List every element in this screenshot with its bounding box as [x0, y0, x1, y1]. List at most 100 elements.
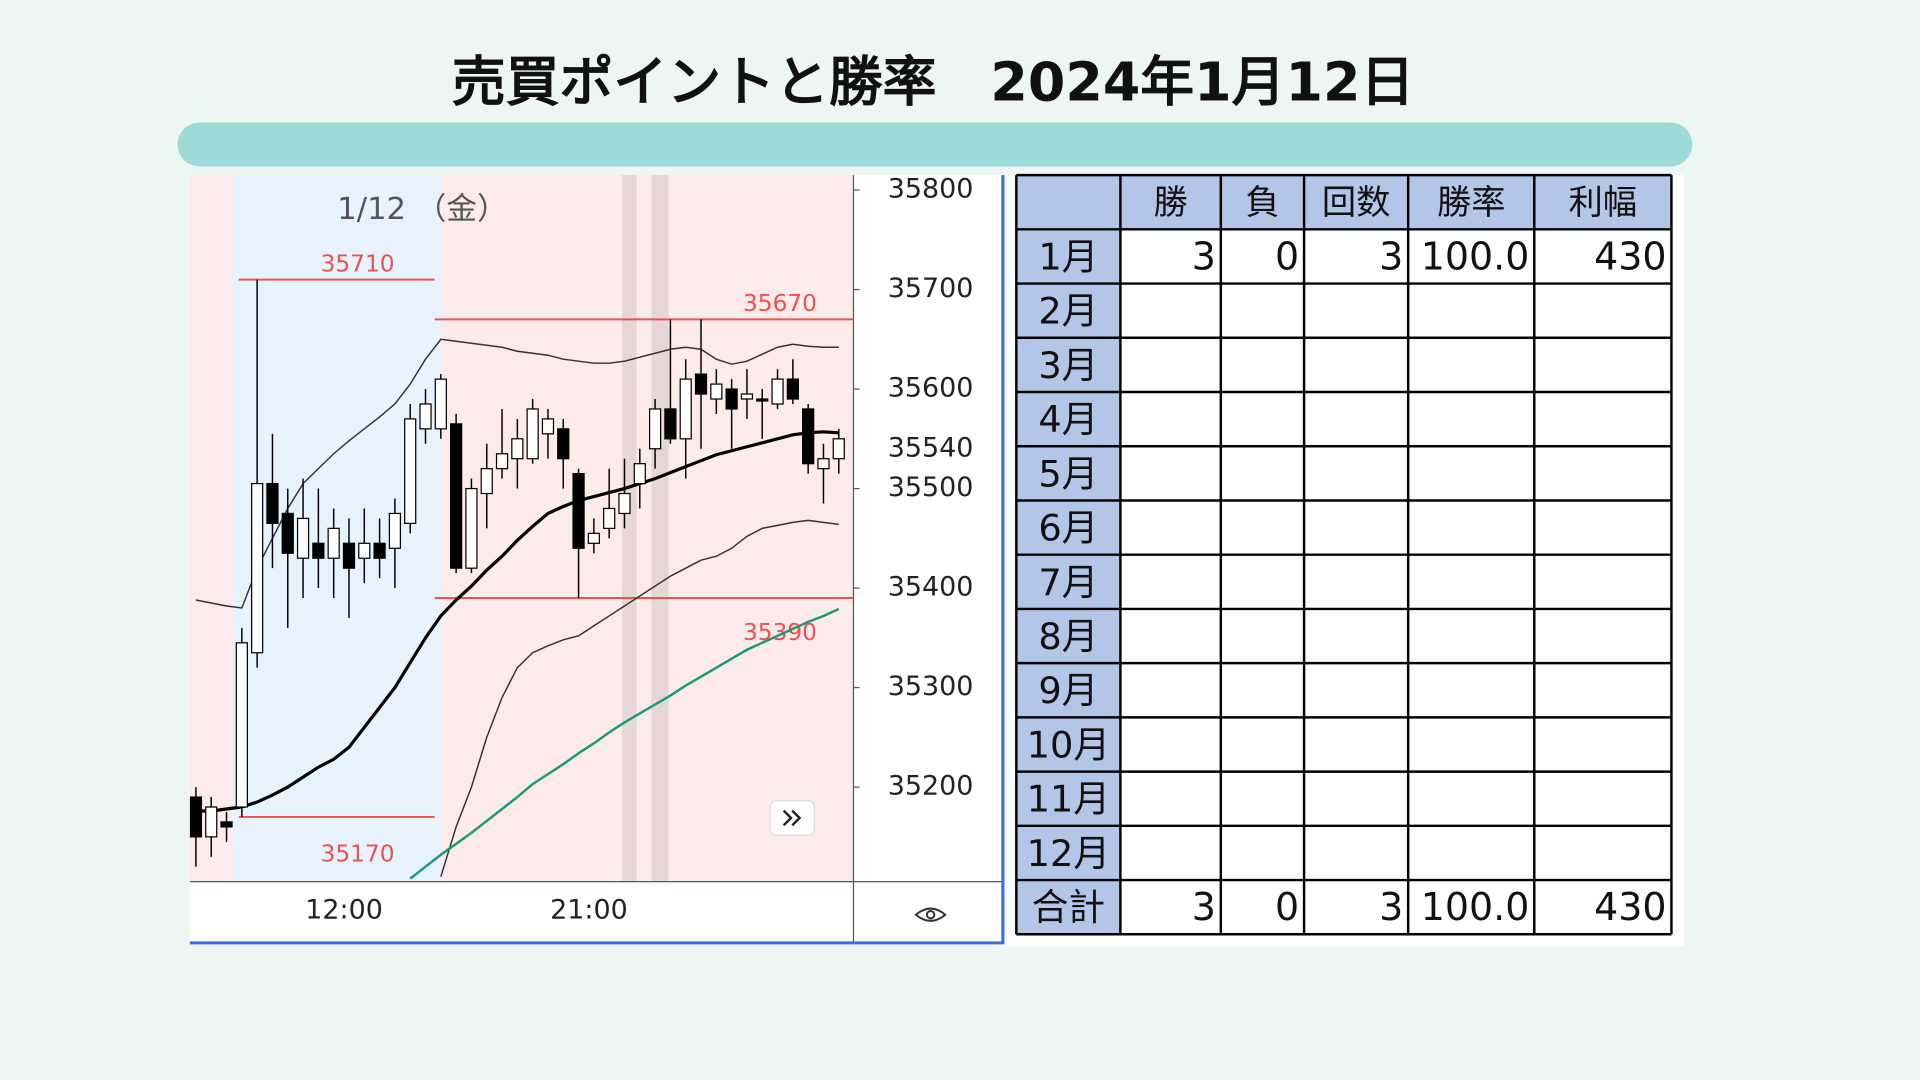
candle-body — [572, 473, 585, 549]
candle-body — [725, 388, 738, 410]
candle-body — [388, 512, 402, 549]
cell-value: 3 — [1379, 885, 1403, 929]
candle-body — [434, 378, 447, 430]
cell-value: 3 — [1192, 234, 1216, 278]
cell-value: 100.0 — [1421, 885, 1530, 929]
candle-body — [296, 517, 310, 559]
level-label: 35670 — [743, 290, 817, 317]
y-tick-label: 35200 — [888, 771, 974, 802]
level-label: 35170 — [321, 840, 395, 867]
candle-body — [557, 428, 570, 460]
title-bar — [177, 122, 1693, 167]
candle-body — [281, 512, 294, 554]
column-header: 負 — [1245, 183, 1279, 223]
candle-body — [342, 542, 356, 569]
candle-body — [587, 532, 600, 544]
results-table: 勝 負 回数 勝率 利幅 1月 3 0 3 100.0 430 2月 3月 4月 5月 6月 7月 8月 9月 10月… — [1006, 173, 1684, 947]
y-tick-label: 35700 — [888, 273, 974, 304]
candle-body — [495, 453, 509, 470]
row-label: 合計 — [1032, 886, 1105, 929]
y-tick-label: 35600 — [888, 373, 974, 404]
candle-body — [664, 408, 677, 440]
y-tick-label: 35500 — [888, 472, 974, 503]
y-tick-label: 35400 — [888, 572, 974, 603]
candle-body — [480, 468, 493, 495]
indicator-line — [195, 430, 839, 813]
candle-body — [832, 438, 845, 460]
slide-title: 売買ポイントと勝率 2024年1月12日 — [452, 50, 1415, 113]
candle-body — [373, 542, 386, 559]
candle-body — [465, 487, 478, 569]
cell-value: 430 — [1594, 234, 1666, 278]
candle-body — [358, 542, 371, 559]
scroll-icon — [782, 809, 802, 827]
last-price-label: 35540 — [888, 432, 974, 463]
candle-body — [312, 542, 325, 559]
candle-body — [786, 378, 799, 400]
candle-body — [511, 438, 524, 460]
candle-body — [740, 393, 754, 400]
row-label: 4月 — [1038, 398, 1098, 441]
x-tick-label: 21:00 — [550, 895, 628, 926]
candle-body — [327, 527, 340, 559]
candle-body — [450, 423, 463, 569]
highlight-band — [651, 175, 669, 882]
row-label: 1月 — [1038, 235, 1098, 278]
cell-value: 430 — [1594, 885, 1666, 929]
candle-body — [802, 408, 815, 465]
cell-value: 3 — [1192, 885, 1216, 929]
candle-body — [526, 408, 539, 460]
date-label: 1/12 （金） — [337, 192, 507, 227]
candle-body — [404, 418, 417, 525]
chart-panel: 1/12 （金） 3571035670353903517035200353003… — [189, 174, 1005, 945]
row-label: 7月 — [1038, 561, 1098, 604]
candle-body — [266, 482, 279, 525]
column-header: 勝 — [1153, 183, 1187, 223]
candle-body — [694, 373, 708, 395]
row-label: 3月 — [1038, 344, 1098, 387]
row-label: 10月 — [1027, 723, 1110, 766]
level-label: 35710 — [321, 250, 395, 277]
cell-value: 100.0 — [1421, 234, 1530, 278]
candle-body — [541, 418, 555, 435]
candle-body — [618, 492, 631, 515]
candle-body — [205, 806, 218, 838]
candle-body — [756, 398, 769, 402]
candle-body — [603, 507, 616, 529]
candle-body — [648, 408, 662, 450]
row-label: 6月 — [1038, 507, 1098, 550]
candle-body — [633, 463, 646, 485]
candle-body — [251, 482, 264, 654]
x-tick-label: 12:00 — [305, 895, 383, 926]
settings-icon[interactable] — [914, 907, 947, 922]
candle-body — [771, 378, 784, 405]
candle-body — [189, 796, 203, 838]
candle-body — [235, 642, 248, 808]
header-fill — [1016, 175, 1672, 230]
y-tick-label: 35800 — [888, 174, 974, 205]
indicator-line — [409, 607, 840, 880]
candle-body — [679, 378, 692, 440]
row-label: 11月 — [1027, 778, 1110, 821]
cell-value: 0 — [1275, 234, 1299, 278]
cell-value: 0 — [1275, 885, 1299, 929]
cell-value: 3 — [1379, 234, 1403, 278]
row-label: 12月 — [1027, 832, 1110, 875]
column-header: 勝率 — [1437, 183, 1506, 223]
candle-body — [710, 383, 723, 400]
highlight-band — [622, 175, 637, 882]
column-header: 回数 — [1322, 183, 1391, 223]
row-label: 2月 — [1038, 290, 1098, 333]
row-label: 8月 — [1038, 615, 1098, 658]
row-label: 9月 — [1038, 669, 1098, 712]
candle-body — [220, 821, 233, 828]
row-label: 5月 — [1038, 452, 1098, 495]
column-header: 利幅 — [1569, 183, 1638, 223]
candle-body — [817, 458, 830, 470]
y-tick-label: 35300 — [888, 671, 974, 702]
candle-body — [419, 403, 432, 430]
indicator-line — [440, 519, 839, 877]
